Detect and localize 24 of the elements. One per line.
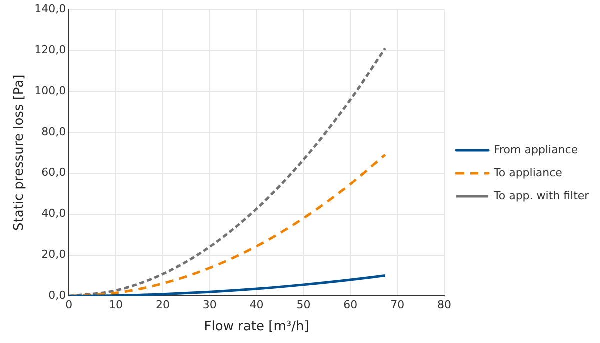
y-tick-label: 120,0 xyxy=(34,43,66,56)
x-tick-label: 0 xyxy=(66,298,73,312)
y-tick-label: 100,0 xyxy=(34,84,66,98)
x-tick-label: 20 xyxy=(156,298,170,312)
y-tick-label: 20,0 xyxy=(42,248,66,262)
line-series xyxy=(69,274,387,296)
x-tick-label: 60 xyxy=(344,298,358,312)
x-tick-label: 50 xyxy=(296,298,311,312)
legend-label: To appliance xyxy=(493,166,563,180)
x-axis-title: Flow rate [m³/h] xyxy=(204,320,310,335)
line-series xyxy=(69,47,387,296)
y-axis-title: Static pressure loss [Pa] xyxy=(12,74,28,231)
y-tick-label: 140,0 xyxy=(34,2,66,16)
legend-label: To app. with filter xyxy=(493,189,590,202)
x-tick-label: 10 xyxy=(109,298,124,312)
y-tick-label: 0,0 xyxy=(48,289,66,302)
x-tick-label: 40 xyxy=(250,298,264,312)
legend-label: From appliance xyxy=(494,143,578,156)
y-tick-label: 40,0 xyxy=(42,207,66,220)
x-tick-label: 80 xyxy=(438,298,452,312)
x-tick-label: 70 xyxy=(390,298,405,312)
y-tick-label: 80,0 xyxy=(42,125,66,138)
x-tick-label: 30 xyxy=(202,298,217,312)
y-tick-label: 60,0 xyxy=(42,166,66,180)
